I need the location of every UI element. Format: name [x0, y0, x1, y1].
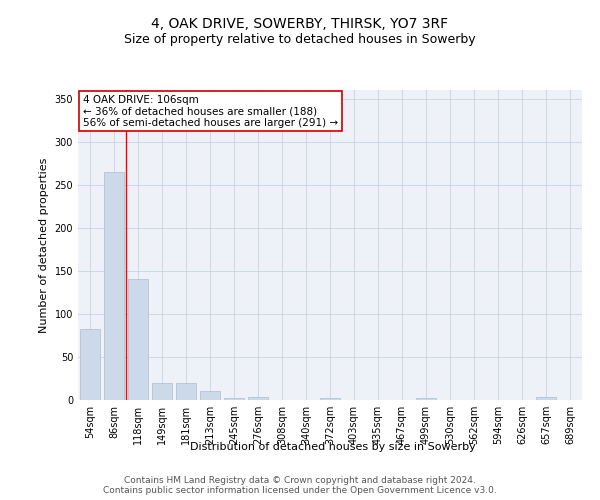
Text: 4, OAK DRIVE, SOWERBY, THIRSK, YO7 3RF: 4, OAK DRIVE, SOWERBY, THIRSK, YO7 3RF: [151, 18, 449, 32]
Bar: [224, 398, 244, 400]
Y-axis label: Number of detached properties: Number of detached properties: [39, 158, 49, 332]
Text: Contains HM Land Registry data © Crown copyright and database right 2024.
Contai: Contains HM Land Registry data © Crown c…: [103, 476, 497, 495]
Bar: [80, 330, 100, 400]
Bar: [128, 280, 148, 400]
Bar: [200, 392, 220, 400]
Text: 4 OAK DRIVE: 106sqm
← 36% of detached houses are smaller (188)
56% of semi-detac: 4 OAK DRIVE: 106sqm ← 36% of detached ho…: [83, 94, 338, 128]
Bar: [416, 398, 436, 400]
Text: Distribution of detached houses by size in Sowerby: Distribution of detached houses by size …: [190, 442, 476, 452]
Bar: [320, 398, 340, 400]
Text: Size of property relative to detached houses in Sowerby: Size of property relative to detached ho…: [124, 32, 476, 46]
Bar: [176, 383, 196, 400]
Bar: [104, 172, 124, 400]
Bar: [536, 398, 556, 400]
Bar: [248, 398, 268, 400]
Bar: [152, 383, 172, 400]
